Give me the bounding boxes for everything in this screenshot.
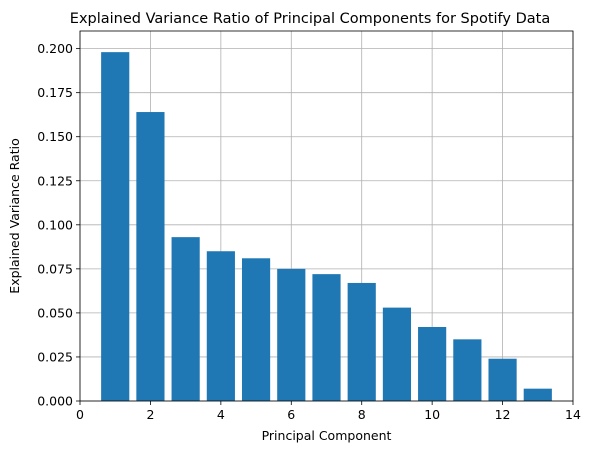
y-tick-label: 0.150 [37,129,73,144]
y-tick-label: 0.050 [37,305,73,320]
y-tick-label: 0.075 [37,261,73,276]
y-tick-label: 0.000 [37,394,73,409]
bar [523,388,552,401]
y-tick-label: 0.100 [37,217,73,232]
y-tick-label: 0.175 [37,85,73,100]
chart-title: Explained Variance Ratio of Principal Co… [70,11,550,27]
x-axis-ticks: 0 2 4 6 8 10 12 14 [76,401,581,422]
x-tick-label: 12 [495,407,511,422]
bar [277,268,306,401]
x-tick-label: 14 [565,407,581,422]
bar [241,258,271,401]
bar [382,307,412,401]
bar [171,237,200,401]
y-tick-label: 0.025 [37,349,73,364]
bar [101,52,130,402]
bar [206,251,235,401]
y-axis-ticks: 0.000 0.025 0.050 0.075 0.100 0.125 0.150 0.175… [37,41,80,409]
y-tick-label: 0.125 [37,173,73,188]
bar [418,327,447,401]
y-axis-label: Explained Variance Ratio [7,138,22,293]
x-tick-label: 2 [146,407,154,422]
bar [453,339,482,401]
x-tick-label: 4 [217,407,225,422]
x-axis-label: Principal Component [262,428,392,443]
bar [312,274,341,401]
bar [488,358,517,401]
y-tick-label: 0.200 [37,41,73,56]
plot-frame [79,30,574,402]
x-tick-label: 10 [424,407,440,422]
x-tick-label: 6 [287,407,295,422]
bar [347,282,376,401]
x-tick-label: 8 [358,407,366,422]
x-tick-label: 0 [76,407,84,422]
bar [136,112,165,402]
bars [101,52,552,402]
